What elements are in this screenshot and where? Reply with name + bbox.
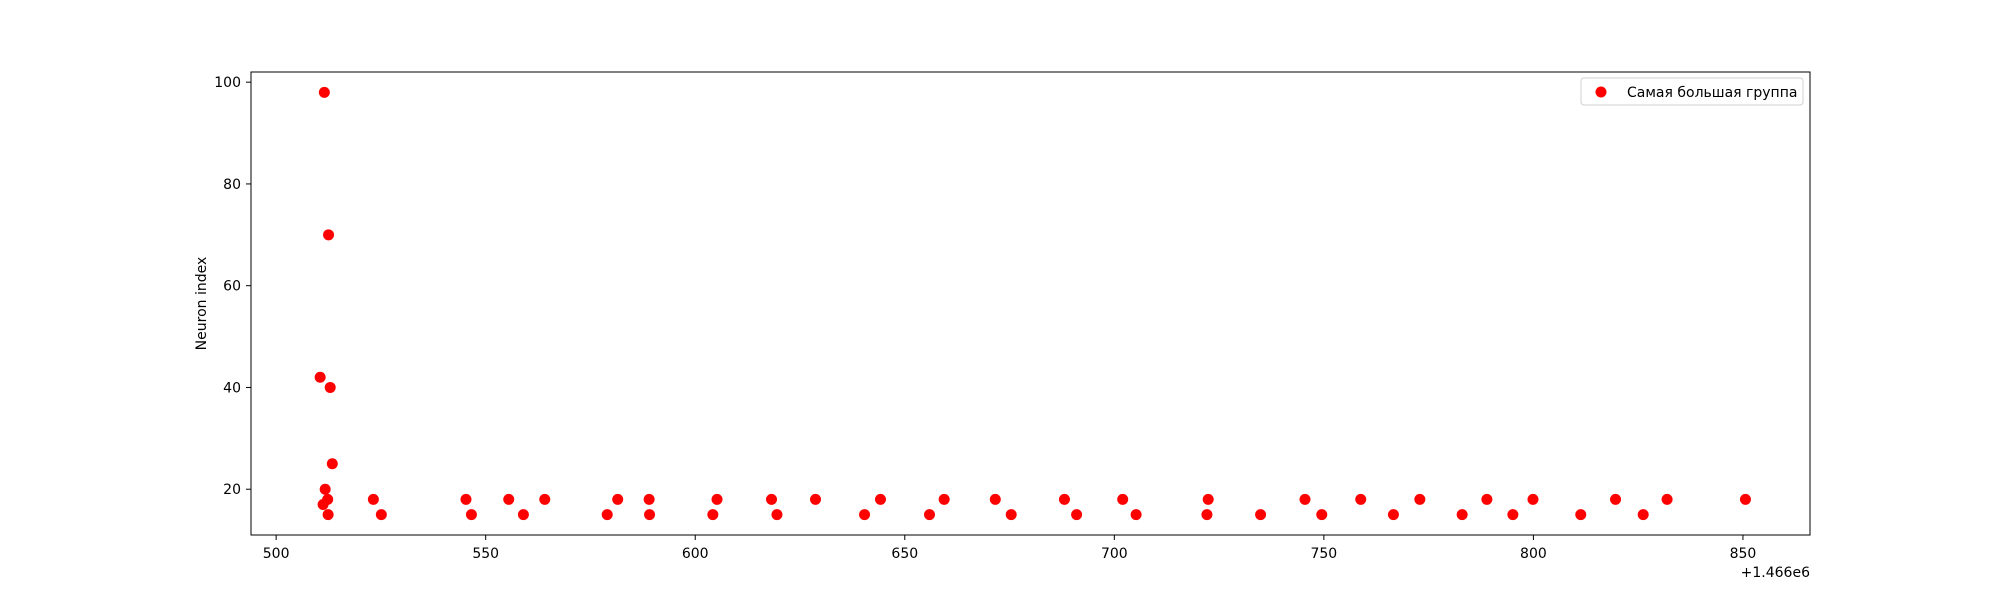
x-tick-label: 800 (1520, 546, 1547, 562)
data-point (326, 458, 338, 470)
data-point (1610, 493, 1622, 505)
data-point (460, 493, 472, 505)
x-tick-label: 550 (472, 546, 499, 562)
data-point (367, 493, 379, 505)
data-point (1058, 493, 1070, 505)
data-point (503, 493, 515, 505)
data-point (319, 483, 331, 495)
data-point (517, 509, 529, 521)
data-point (1117, 493, 1129, 505)
data-point (324, 381, 336, 393)
legend-label: Самая большая группа (1627, 85, 1797, 101)
data-point (707, 509, 719, 521)
data-point (1387, 509, 1399, 521)
data-point (322, 493, 334, 505)
data-point (711, 493, 723, 505)
data-point (1071, 509, 1083, 521)
plot-area (251, 72, 1810, 535)
data-point (1527, 493, 1539, 505)
data-point (810, 493, 822, 505)
data-point (1507, 509, 1519, 521)
y-axis: 20 40 60 80 100 (214, 75, 251, 498)
data-point (924, 509, 936, 521)
data-point (643, 493, 655, 505)
data-point (539, 493, 551, 505)
y-tick-label: 40 (223, 380, 241, 396)
plot-frame (250, 71, 1811, 536)
x-tick-label: 500 (263, 546, 290, 562)
data-point (859, 509, 871, 521)
data-point (1739, 493, 1751, 505)
data-point (938, 493, 950, 505)
data-point (1661, 493, 1673, 505)
data-point (1201, 509, 1213, 521)
data-point (1575, 509, 1587, 521)
data-point (322, 509, 334, 521)
data-point (1637, 509, 1649, 521)
data-point (766, 493, 778, 505)
x-axis-offset-label: +1.466e6 (1741, 565, 1810, 581)
data-point (1481, 493, 1493, 505)
data-point (1005, 509, 1017, 521)
data-points (314, 86, 1751, 521)
y-tick-label: 100 (214, 75, 241, 91)
x-tick-label: 750 (1310, 546, 1337, 562)
data-point (314, 371, 326, 383)
data-point (601, 509, 613, 521)
x-tick-label: 600 (682, 546, 709, 562)
x-tick-label: 650 (891, 546, 918, 562)
y-tick-label: 20 (223, 482, 241, 498)
data-point (1299, 493, 1311, 505)
y-axis-label: Neuron index (194, 257, 210, 351)
data-point (1255, 509, 1267, 521)
data-point (612, 493, 624, 505)
data-point (771, 509, 783, 521)
x-axis: 500 550 600 650 700 750 800 850 (263, 535, 1757, 562)
data-point (1456, 509, 1468, 521)
data-point (465, 509, 477, 521)
x-tick-label: 700 (1101, 546, 1128, 562)
y-tick-label: 60 (223, 279, 241, 295)
data-point (1130, 509, 1142, 521)
data-point (1355, 493, 1367, 505)
data-point (989, 493, 1001, 505)
data-point (1202, 493, 1214, 505)
x-tick-label: 850 (1730, 546, 1757, 562)
legend-marker (1595, 86, 1607, 98)
data-point (644, 509, 656, 521)
legend-box (1580, 77, 1804, 106)
y-tick-label: 80 (223, 177, 241, 193)
data-point (1414, 493, 1426, 505)
legend: Самая большая группа (1580, 77, 1804, 106)
data-point (874, 493, 886, 505)
data-point (1316, 509, 1328, 521)
data-point (323, 229, 335, 241)
data-point (318, 86, 330, 98)
data-point (375, 509, 387, 521)
